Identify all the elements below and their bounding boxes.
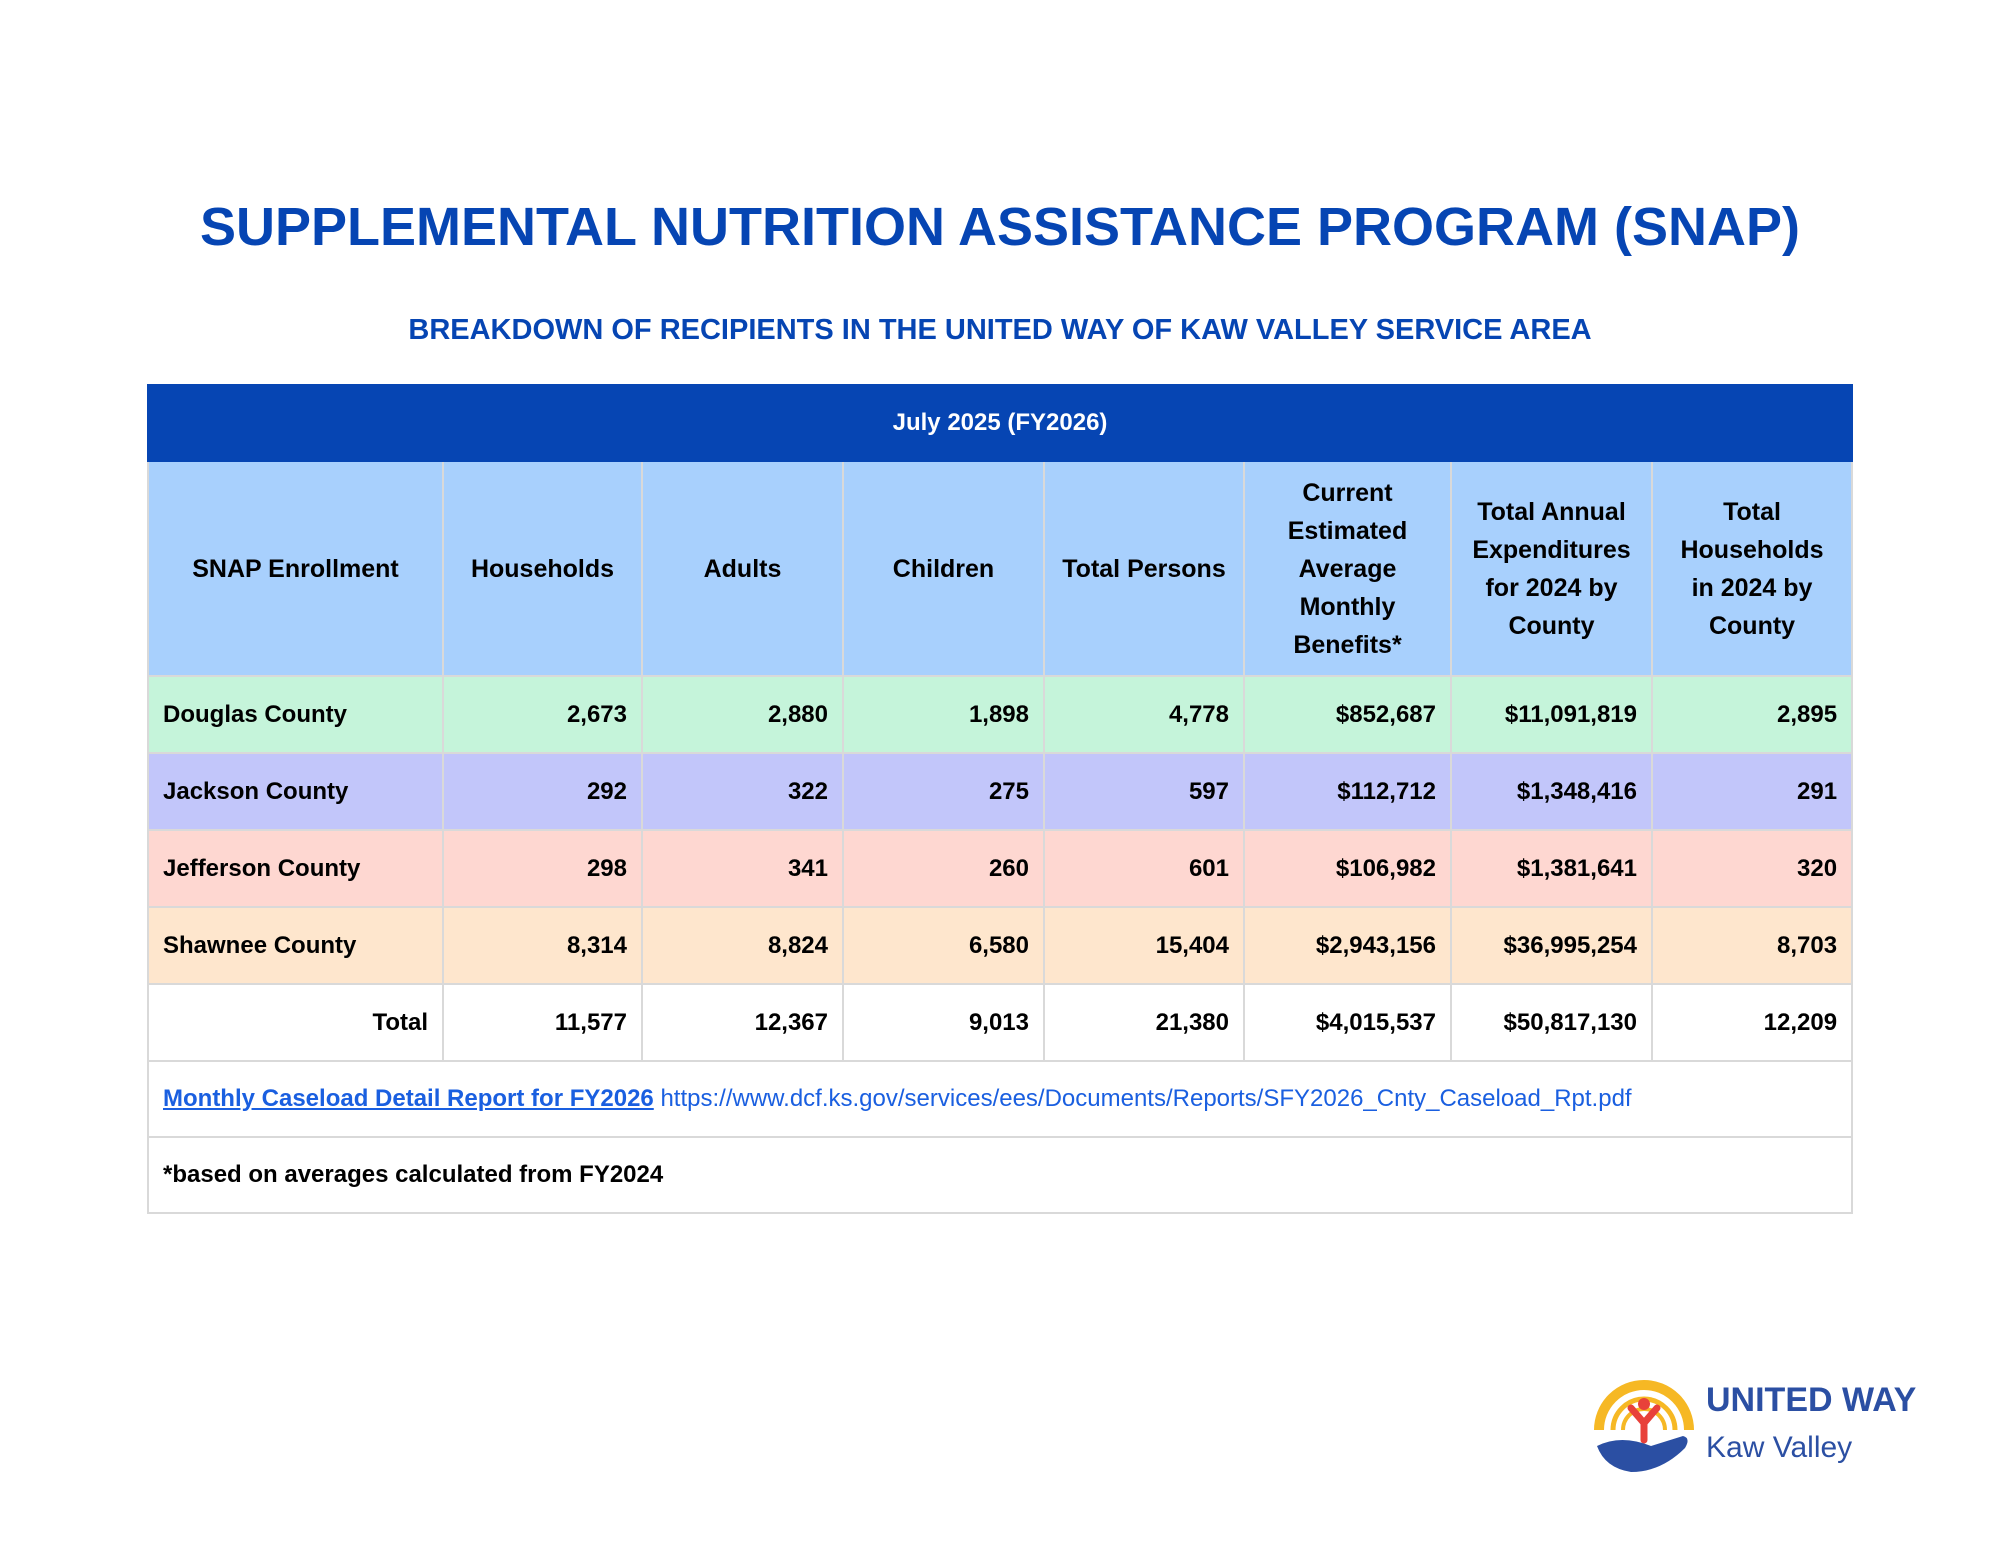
col-header: Households [442,460,643,677]
cell-value: $4,015,537 [1243,983,1452,1062]
cell-value: 291 [1650,752,1854,831]
logo-line2: Kaw Valley [1706,1431,1853,1464]
cell-value: 320 [1650,829,1854,908]
logo-line1: UNITED WAY [1706,1381,1917,1419]
row-label: Douglas County [147,675,444,754]
cell-value: $2,943,156 [1243,906,1452,985]
cell-value: $112,712 [1243,752,1452,831]
col-header: Total Annual Expenditures for 2024 by Co… [1450,460,1653,677]
cell-value: 260 [842,829,1045,908]
row-label: Jefferson County [147,829,444,908]
col-header: Total Persons [1043,460,1245,677]
cell-value: 2,673 [442,675,643,754]
cell-value: 11,577 [442,983,643,1062]
united-way-hand-icon [1594,1380,1694,1472]
cell-value: 8,824 [641,906,844,985]
row-label: Jackson County [147,752,444,831]
source-url: https://www.dcf.ks.gov/services/ees/Docu… [660,1085,1632,1112]
cell-value: $1,348,416 [1450,752,1653,831]
col-header: Children [842,460,1045,677]
cell-value: $852,687 [1243,675,1452,754]
cell-value: $11,091,819 [1450,675,1653,754]
cell-value: $106,982 [1243,829,1452,908]
cell-value: 4,778 [1043,675,1245,754]
united-way-logo: UNITED WAY Kaw Valley [1591,1368,1917,1478]
col-header: SNAP Enrollment [147,460,444,677]
cell-value: 8,703 [1650,906,1854,985]
cell-value: 21,380 [1043,983,1245,1062]
column-headers: SNAP Enrollment Households Adults Childr… [147,460,1854,677]
cell-value: 15,404 [1043,906,1245,985]
table-row: Jackson County 292 322 275 597 $112,712 $1,348… [147,752,1854,831]
total-row: Total 11,577 12,367 9,013 21,380 $4,015,537 $5… [147,983,1854,1062]
table-row: Jefferson County 298 341 260 601 $106,982 $1,3… [147,829,1854,908]
footnote: *based on averages calculated from FY202… [146,1136,1854,1214]
cell-value: 322 [641,752,844,831]
cell-value: $1,381,641 [1450,829,1653,908]
snap-table: July 2025 (FY2026) SNAP Enrollment House… [146,384,1854,1214]
cell-value: 9,013 [842,983,1045,1062]
cell-value: 1,898 [842,675,1045,754]
table-row: Douglas County 2,673 2,880 1,898 4,778 $852,6… [147,675,1854,754]
cell-value: 597 [1043,752,1245,831]
cell-value: 6,580 [842,906,1045,985]
cell-value: 12,209 [1650,983,1854,1062]
cell-value: 2,880 [641,675,844,754]
cell-value: 12,367 [641,983,844,1062]
row-label: Shawnee County [147,906,444,985]
cell-value: 298 [442,829,643,908]
cell-value: 341 [641,829,844,908]
source-cell: Monthly Caseload Detail Report for FY202… [146,1060,1854,1138]
page-title: SUPPLEMENTAL NUTRITION ASSISTANCE PROGRA… [199,197,1801,257]
period-header: July 2025 (FY2026) [146,384,1854,462]
table-row: Shawnee County 8,314 8,824 6,580 15,404 $2,94… [147,906,1854,985]
cell-value: $50,817,130 [1450,983,1653,1062]
col-header: Current Estimated Average Monthly Benefi… [1243,460,1452,677]
cell-value: 8,314 [442,906,643,985]
cell-value: 275 [842,752,1045,831]
page-subtitle: BREAKDOWN OF RECIPIENTS IN THE UNITED WA… [408,314,1592,346]
col-header: Total Households in 2024 by County [1650,460,1854,677]
cell-value: $36,995,254 [1450,906,1653,985]
cell-value: 292 [442,752,643,831]
col-header: Adults [641,460,844,677]
cell-value: 601 [1043,829,1245,908]
cell-value: 2,895 [1650,675,1854,754]
source-link[interactable]: Monthly Caseload Detail Report for FY202… [163,1085,654,1112]
row-label: Total [147,983,444,1062]
